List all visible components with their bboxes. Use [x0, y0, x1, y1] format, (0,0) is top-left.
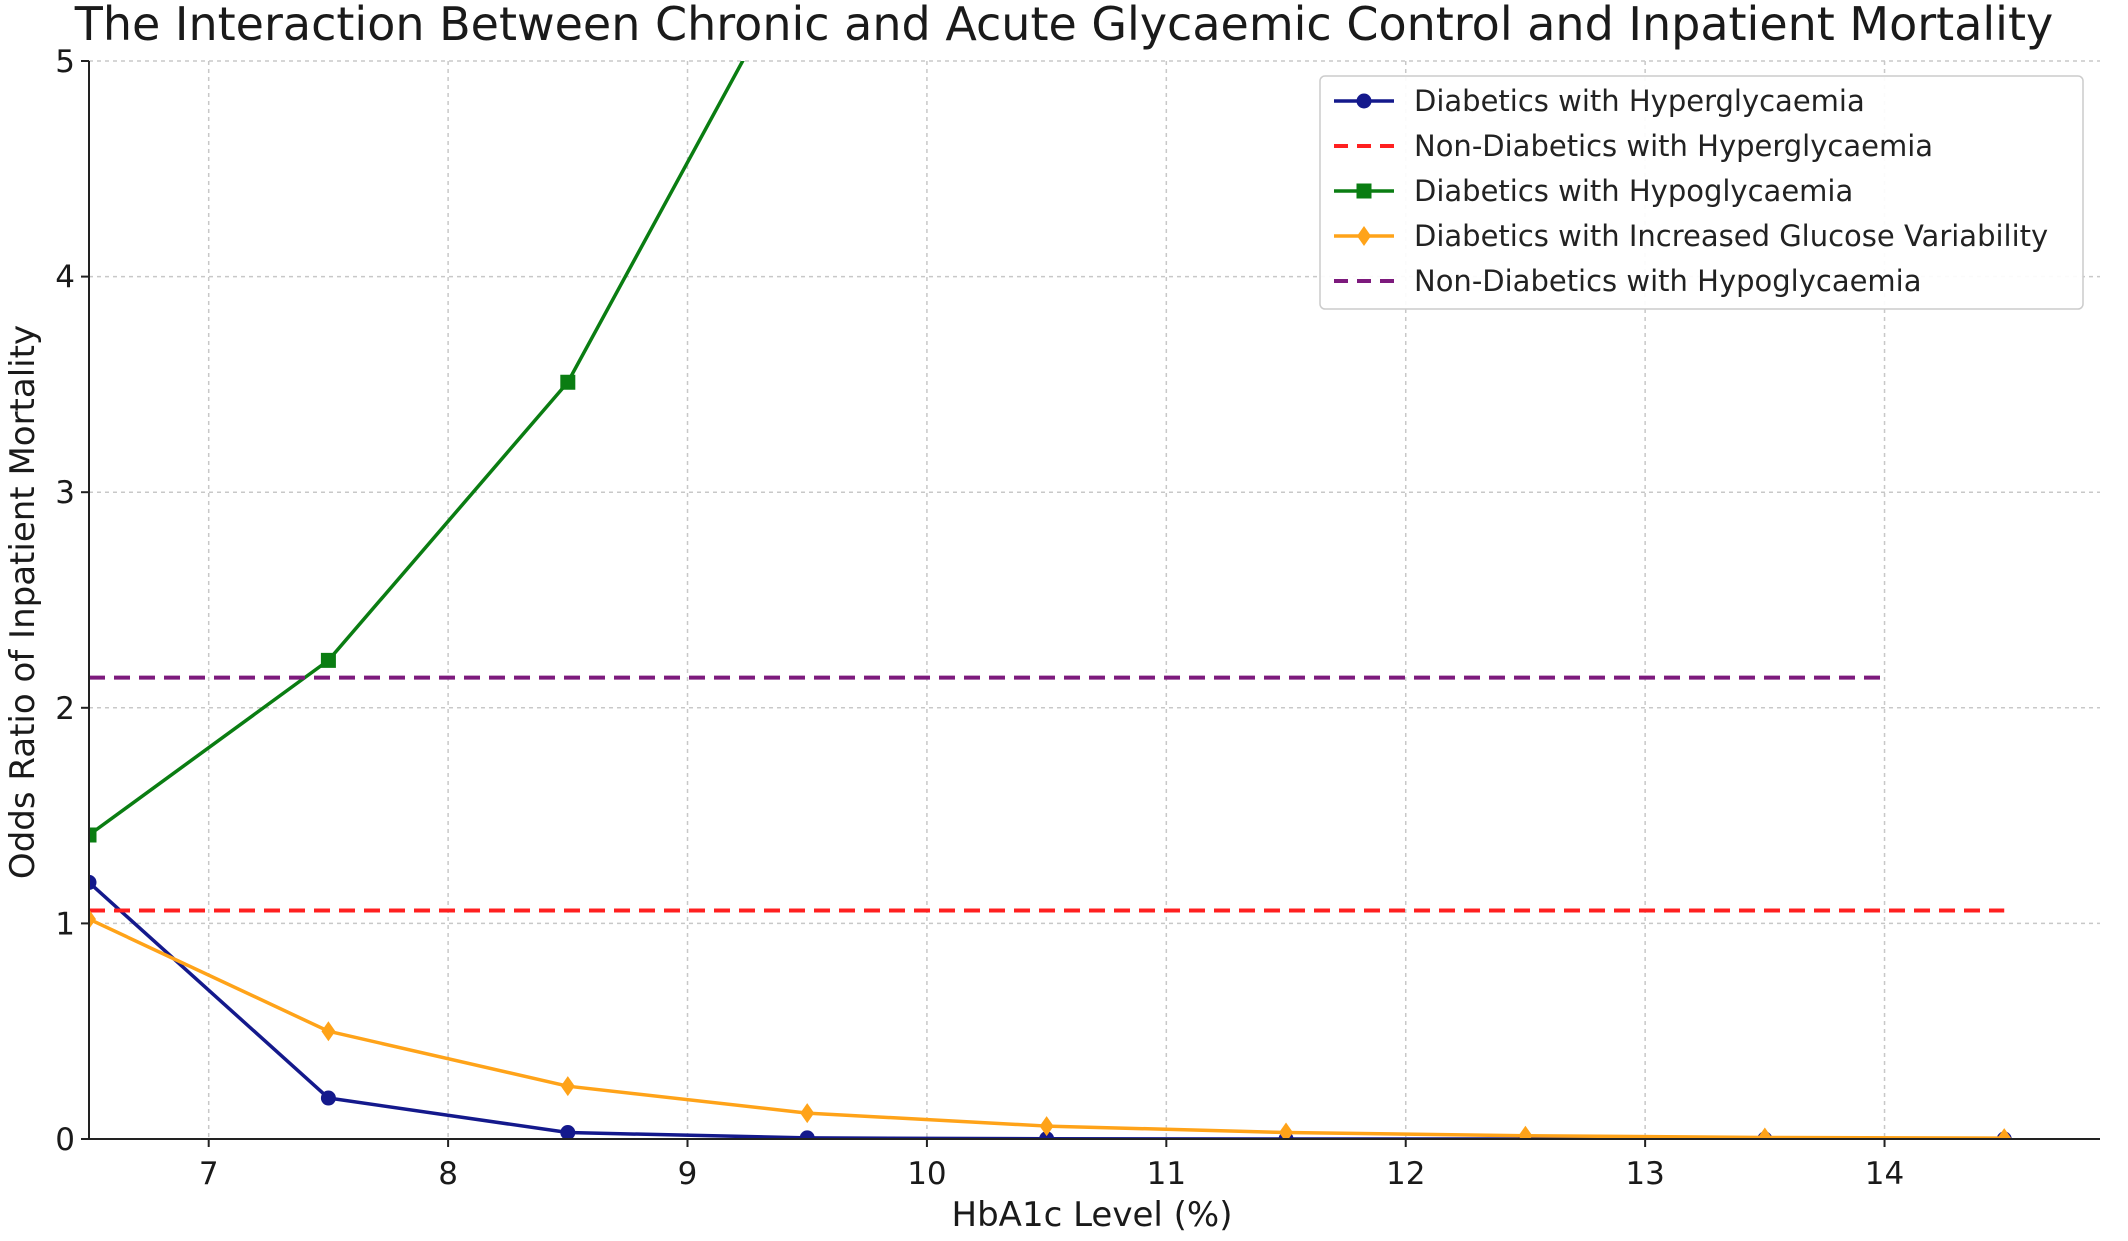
chart-title: The Interaction Between Chronic and Acut…: [74, 0, 2053, 51]
data-point: [1518, 1125, 1533, 1139]
data-point: [1997, 1128, 2012, 1139]
series-2: [89, 61, 745, 843]
y-tick-label: 5: [55, 44, 75, 80]
y-tick-label: 2: [55, 691, 75, 727]
legend-item: Non-Diabetics with Hyperglycaemia: [1334, 129, 1933, 163]
y-tick-label: 4: [55, 260, 75, 296]
data-point: [1279, 1122, 1294, 1139]
legend: Diabetics with Hyperglycaemia Non-Diabeti…: [1319, 75, 2084, 310]
legend-label: Non-Diabetics with Hyperglycaemia: [1414, 129, 1933, 163]
series-line: [89, 61, 745, 837]
data-point: [800, 1103, 815, 1124]
series-line: [89, 881, 2005, 1139]
y-axis-label: Odds Ratio of Inpatient Mortality: [3, 325, 43, 879]
data-point: [89, 909, 96, 930]
data-point: [89, 874, 97, 890]
series-3: [89, 909, 2012, 1139]
legend-label: Diabetics with Increased Glucose Variabi…: [1414, 219, 2048, 253]
x-tick-label: 11: [1147, 1156, 1186, 1192]
x-tick-label: 14: [1865, 1156, 1904, 1192]
legend-item: Non-Diabetics with Hypoglycaemia: [1334, 264, 1922, 298]
data-point: [320, 652, 336, 668]
data-point: [320, 1090, 336, 1106]
legend-marker: [1356, 93, 1372, 109]
data-point: [1039, 1116, 1054, 1137]
legend-label: Non-Diabetics with Hypoglycaemia: [1414, 264, 1922, 298]
legend-item: Diabetics with Increased Glucose Variabi…: [1334, 219, 2048, 253]
x-tick-label: 10: [907, 1156, 946, 1192]
data-point: [560, 374, 576, 390]
y-tick-label: 1: [55, 906, 75, 942]
x-tick-label: 13: [1625, 1156, 1664, 1192]
x-tick-label: 9: [678, 1156, 698, 1192]
legend-box: [1319, 75, 2084, 310]
axes: [81, 60, 2100, 1147]
data-point: [560, 1125, 576, 1139]
data-point: [321, 1021, 336, 1042]
data-point: [89, 827, 97, 843]
data-point: [1757, 1127, 1772, 1139]
y-tick-label: 3: [55, 475, 75, 511]
legend-item: Diabetics with Hypoglycaemia: [1334, 174, 1853, 208]
legend-label: Diabetics with Hypoglycaemia: [1414, 174, 1853, 208]
x-tick-label: 12: [1386, 1156, 1425, 1192]
legend-marker: [1357, 226, 1371, 246]
x-tick-label: 7: [199, 1156, 219, 1192]
legend-item: Diabetics with Hyperglycaemia: [1334, 84, 1865, 118]
data-point: [799, 1130, 815, 1139]
legend-label: Diabetics with Hyperglycaemia: [1414, 84, 1865, 118]
data-point: [560, 1076, 575, 1097]
x-tick-label: 8: [438, 1156, 458, 1192]
legend-marker: [1356, 183, 1372, 199]
series-0: [89, 874, 2012, 1139]
x-axis-label: HbA1c Level (%): [952, 1195, 1233, 1235]
y-tick-label: 0: [55, 1122, 75, 1158]
